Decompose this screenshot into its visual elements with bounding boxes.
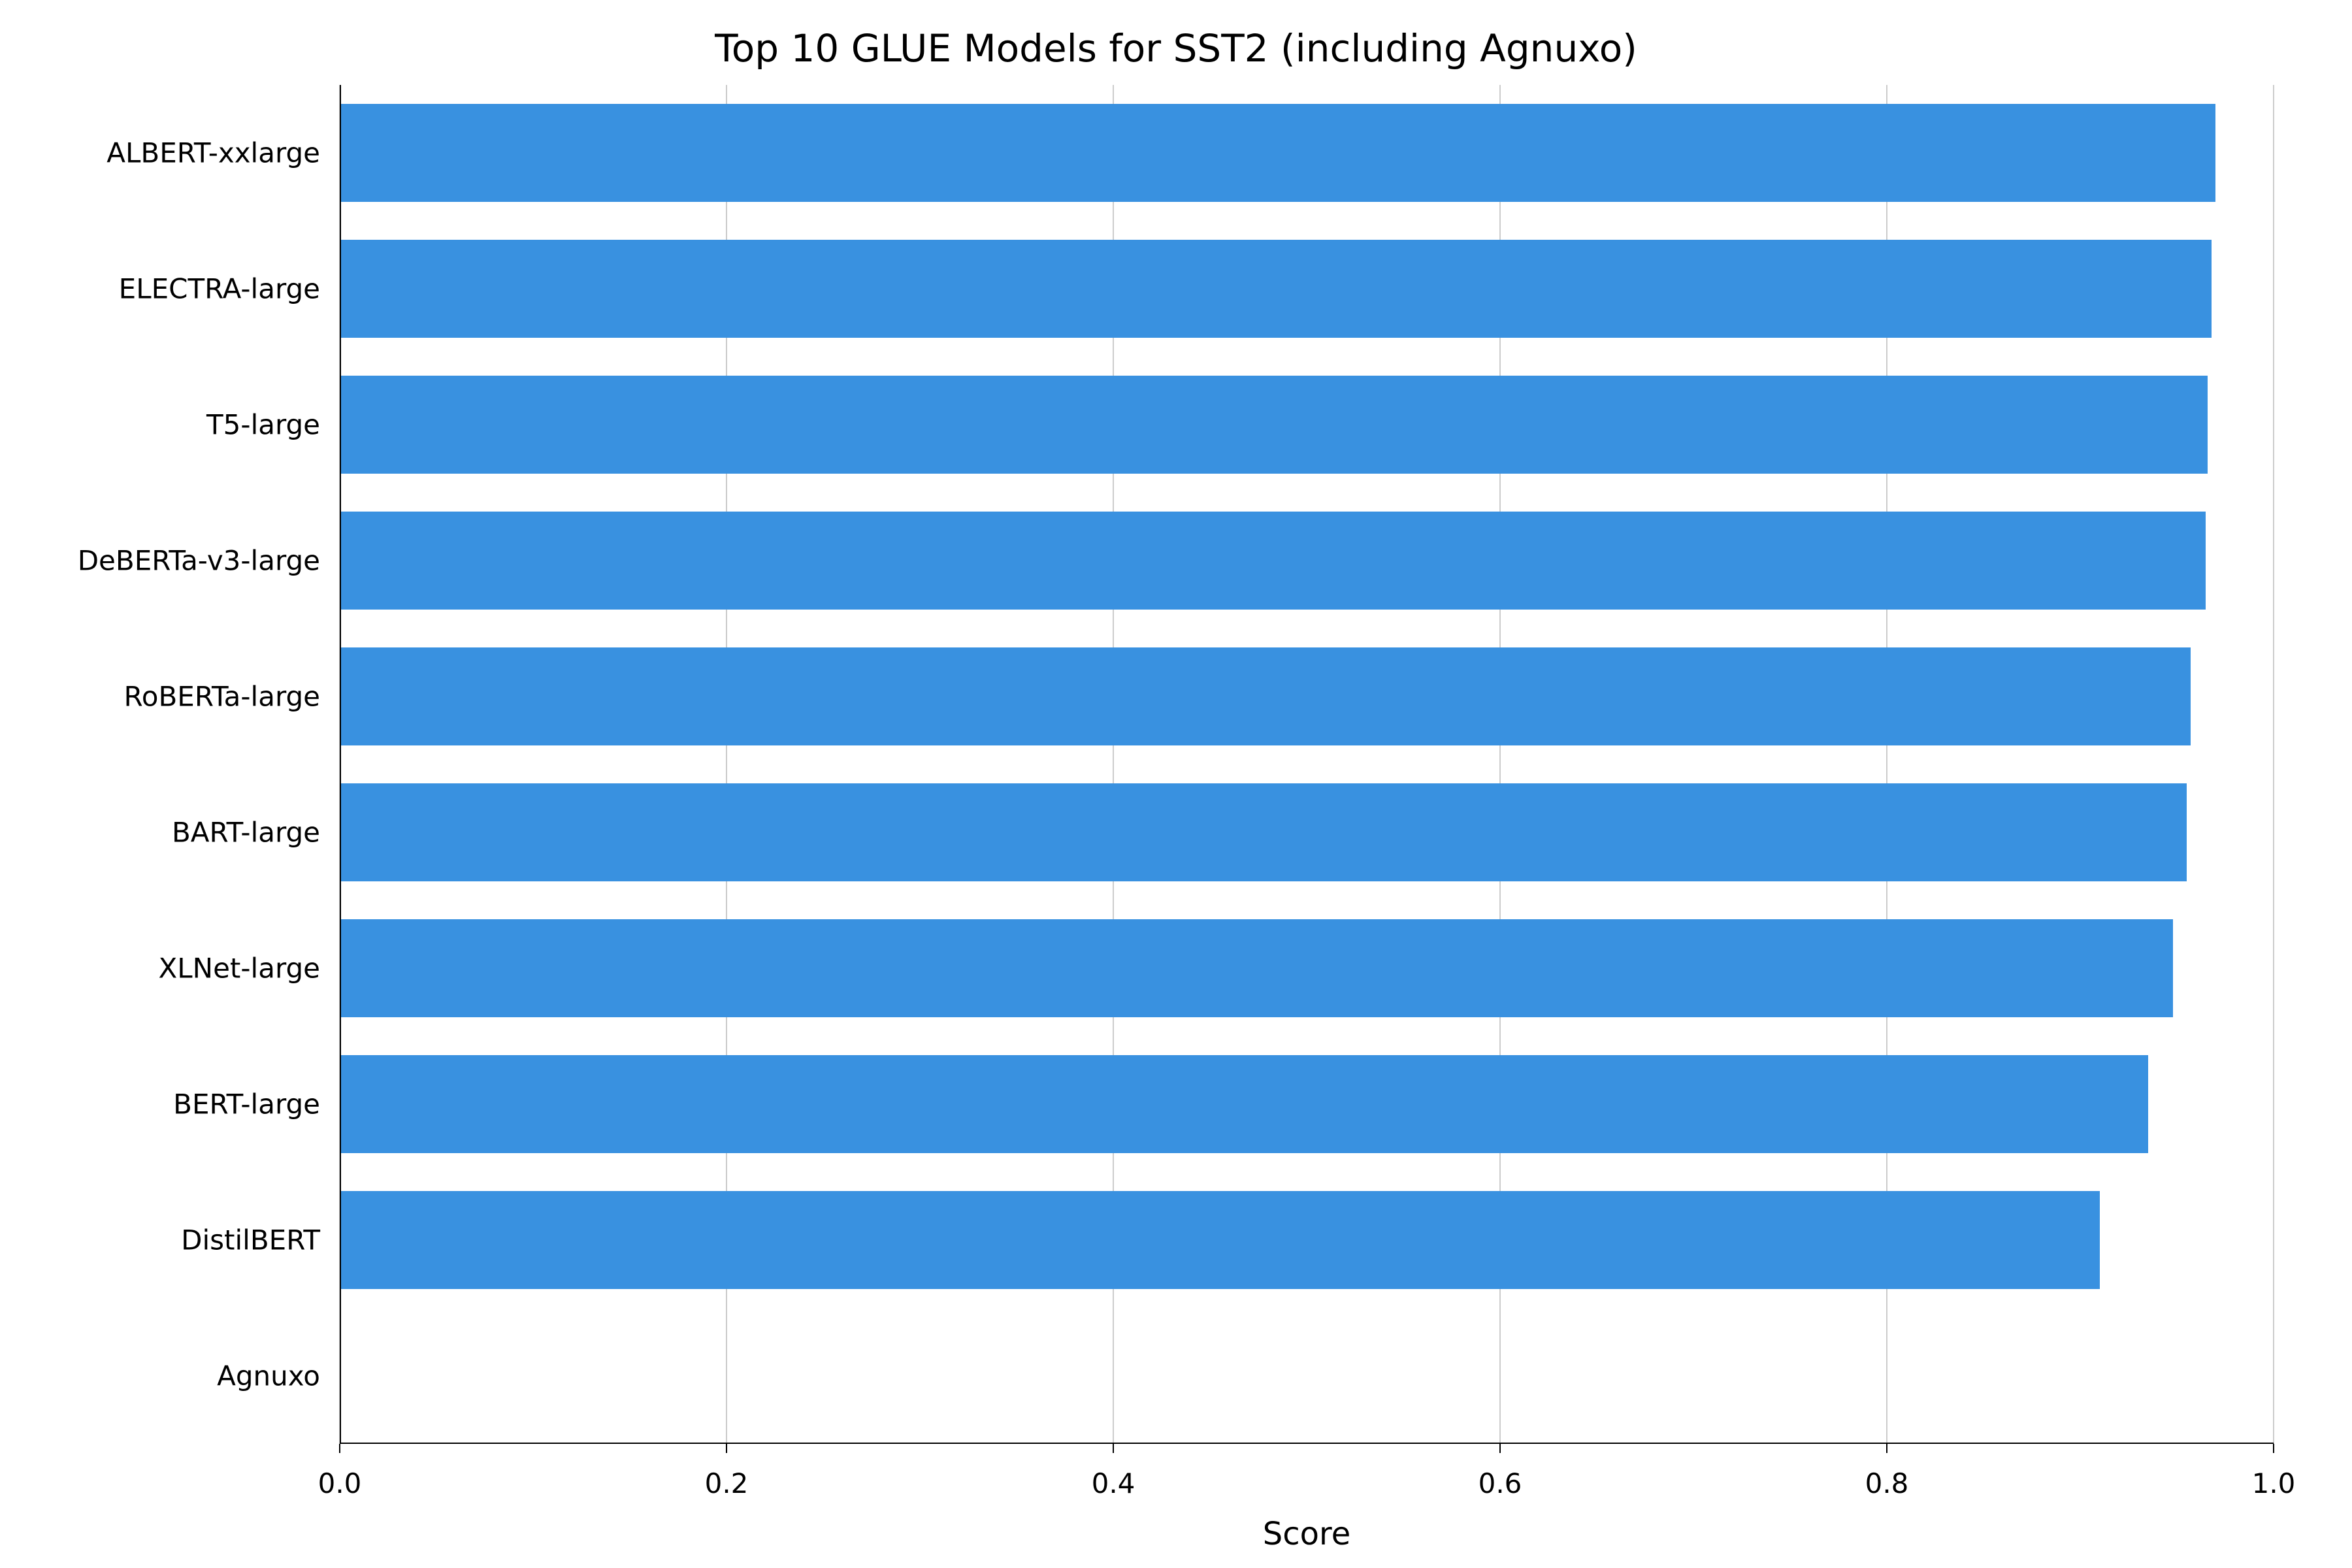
x-tick-label: 0.8 (1865, 1467, 1909, 1499)
y-tick-label: Agnuxo (217, 1360, 320, 1392)
bar (340, 1055, 2148, 1153)
y-tick-label: BART-large (172, 817, 320, 849)
gridline (2273, 85, 2274, 1444)
y-tick-label: DeBERTa-v3-large (78, 545, 320, 577)
bar (340, 512, 2206, 610)
bar (340, 376, 2208, 474)
y-tick-label: XLNet-large (159, 953, 321, 985)
x-tick (1499, 1444, 1501, 1453)
x-tick (1886, 1444, 1887, 1453)
x-tick (339, 1444, 340, 1453)
bar (340, 919, 2173, 1017)
bar (340, 783, 2187, 881)
x-tick-label: 0.2 (705, 1467, 749, 1499)
y-tick-label: ALBERT-xxlarge (106, 137, 320, 169)
y-tick-label: BERT-large (173, 1088, 320, 1120)
chart-title: Top 10 GLUE Models for SST2 (including A… (0, 26, 2352, 71)
bar (340, 104, 2215, 202)
x-tick-label: 0.0 (318, 1467, 362, 1499)
figure: Top 10 GLUE Models for SST2 (including A… (0, 0, 2352, 1568)
x-axis-label: Score (1263, 1516, 1350, 1552)
x-tick (2273, 1444, 2274, 1453)
x-tick-label: 0.6 (1478, 1467, 1522, 1499)
bar (340, 240, 2212, 338)
y-axis-spine (340, 85, 341, 1444)
y-tick-label: ELECTRA-large (119, 273, 320, 305)
y-tick-label: T5-large (206, 409, 320, 441)
x-tick (726, 1444, 727, 1453)
bar (340, 647, 2191, 745)
y-tick-label: RoBERTa-large (123, 681, 320, 713)
x-tick-label: 0.4 (1092, 1467, 1135, 1499)
x-tick-label: 1.0 (2252, 1467, 2296, 1499)
x-axis-spine (340, 1443, 2274, 1444)
y-tick-label: DistilBERT (181, 1224, 320, 1256)
x-tick (1113, 1444, 1114, 1453)
bar (340, 1191, 2100, 1289)
plot-area: 0.00.20.40.60.81.0 (340, 85, 2274, 1444)
